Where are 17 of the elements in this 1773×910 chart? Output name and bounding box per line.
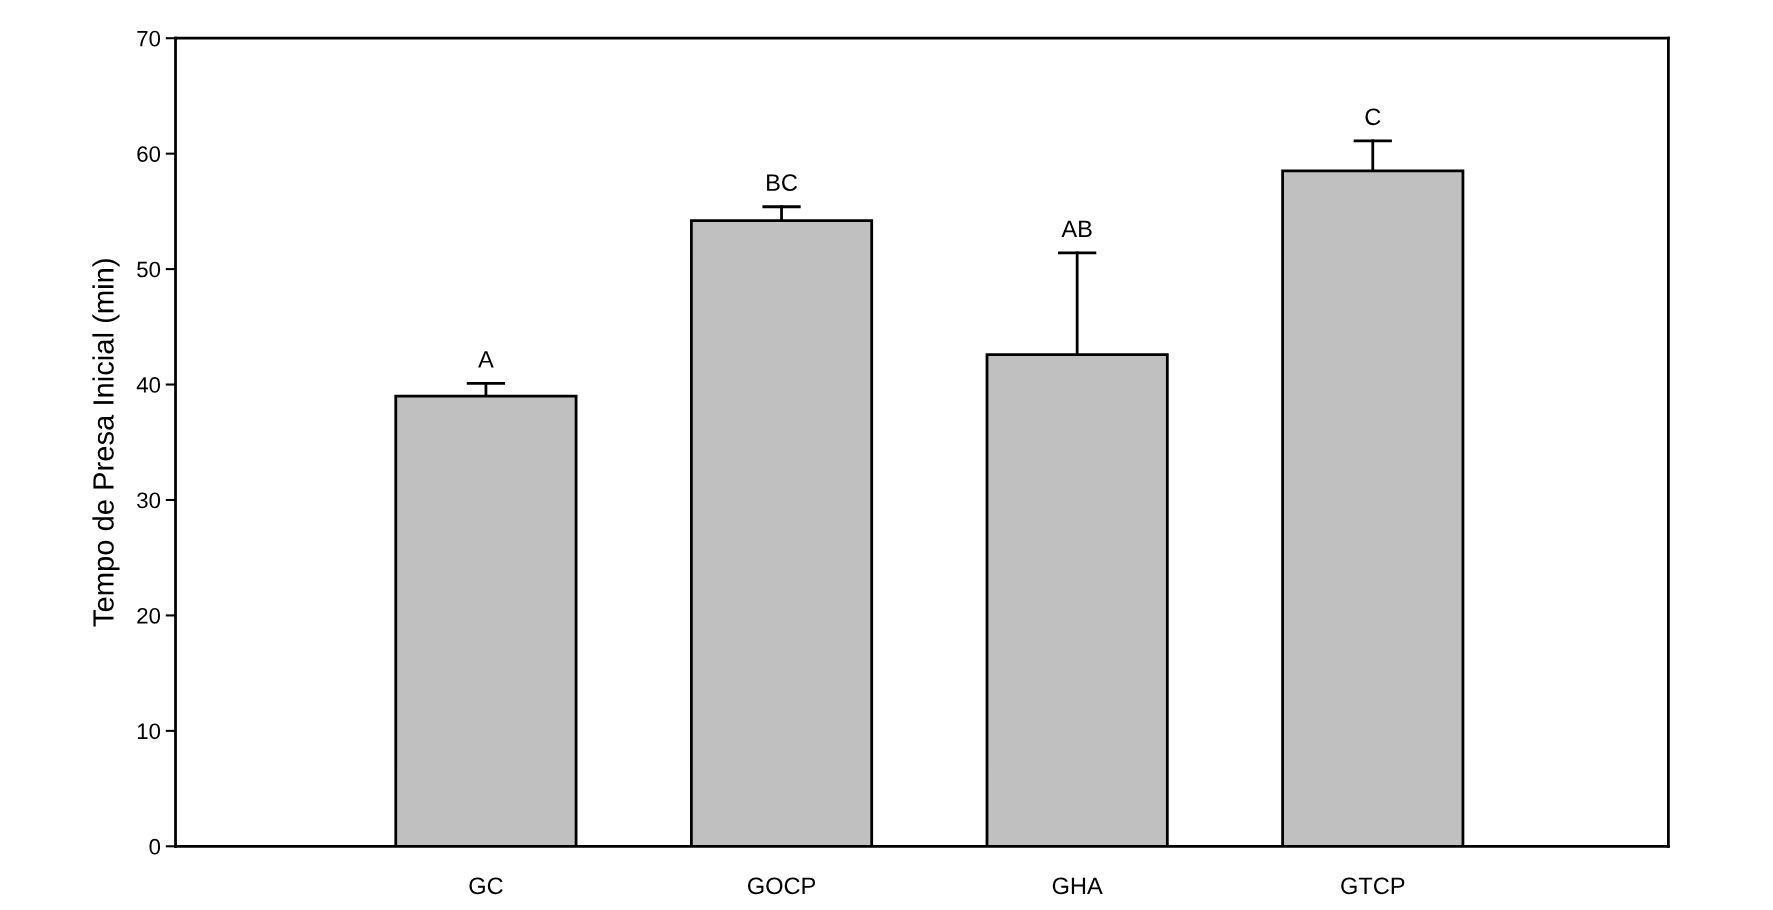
y-tick-label: 20: [137, 607, 161, 624]
y-tick-label: 50: [137, 261, 161, 278]
x-tick-label: GHA: [1052, 877, 1103, 895]
annotation: BC: [767, 174, 798, 191]
x-tick-label: GOCP: [747, 877, 816, 895]
y-tick-label: 70: [137, 30, 161, 47]
x-tick-label: GTCP: [1341, 877, 1405, 895]
y-tick-label: 10: [137, 723, 161, 740]
annotation: AB: [1061, 220, 1092, 237]
y-tick-label: 30: [137, 492, 161, 509]
annotation: A: [478, 351, 494, 368]
y-axis-title: Tempo de Presa Inicial (min): [92, 259, 120, 627]
annotation: C: [1365, 108, 1381, 126]
y-tick-label: 60: [137, 146, 161, 162]
y-tick-label: 0: [149, 838, 161, 855]
x-tick-label: GC: [469, 877, 503, 895]
y-tick-label: 40: [136, 377, 161, 393]
